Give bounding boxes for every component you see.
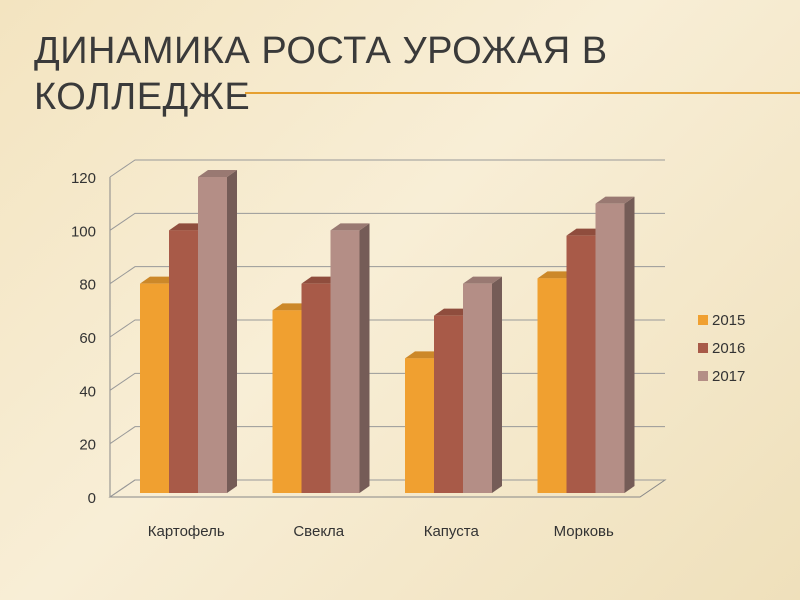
bar-top bbox=[198, 170, 237, 177]
y-tick-label: 120 bbox=[71, 170, 96, 187]
bar-side bbox=[227, 170, 237, 493]
bar-front bbox=[198, 177, 227, 493]
bar-side bbox=[624, 196, 635, 493]
bar-front bbox=[405, 358, 434, 493]
bar-front bbox=[537, 278, 567, 493]
grid-line bbox=[109, 266, 665, 285]
legend-label: 2017 bbox=[712, 368, 745, 385]
legend-swatch bbox=[698, 371, 708, 381]
y-tick-label: 40 bbox=[79, 383, 96, 400]
bar-front bbox=[566, 235, 596, 493]
legend-label: 2015 bbox=[712, 312, 745, 329]
bar bbox=[198, 170, 237, 493]
bar bbox=[595, 196, 635, 493]
x-tick-label: Капуста bbox=[424, 523, 480, 540]
bar-front bbox=[140, 283, 169, 493]
y-tick-label: 0 bbox=[88, 490, 96, 507]
bar-front bbox=[169, 230, 198, 494]
bar-top bbox=[330, 223, 370, 231]
bar-top bbox=[595, 196, 635, 204]
title-rule bbox=[245, 92, 800, 94]
bar-front bbox=[330, 230, 360, 494]
grid-line bbox=[109, 212, 665, 231]
bar bbox=[463, 276, 502, 493]
bar-side bbox=[492, 276, 502, 493]
legend-label: 2016 bbox=[712, 340, 745, 357]
legend-swatch bbox=[698, 315, 708, 325]
bar-front bbox=[463, 283, 492, 493]
grid-line bbox=[109, 159, 665, 178]
bar-front bbox=[301, 283, 331, 493]
y-tick-label: 20 bbox=[79, 437, 96, 454]
bar-front bbox=[272, 310, 302, 493]
y-tick-label: 60 bbox=[79, 330, 96, 347]
y-tick-label: 80 bbox=[79, 277, 96, 294]
bar-top bbox=[463, 276, 502, 284]
bar-front bbox=[434, 315, 463, 493]
x-tick-label: Картофель bbox=[148, 523, 225, 540]
legend-swatch bbox=[698, 343, 708, 353]
x-tick-label: Свекла bbox=[293, 523, 344, 540]
bar bbox=[330, 223, 370, 494]
y-tick-label: 100 bbox=[71, 223, 96, 240]
bar-front bbox=[595, 203, 625, 493]
x-tick-label: Морковь bbox=[554, 523, 614, 540]
chart-title: ДИНАМИКА РОСТА УРОЖАЯ В КОЛЛЕДЖЕ bbox=[34, 30, 608, 118]
bar-side bbox=[359, 223, 370, 494]
